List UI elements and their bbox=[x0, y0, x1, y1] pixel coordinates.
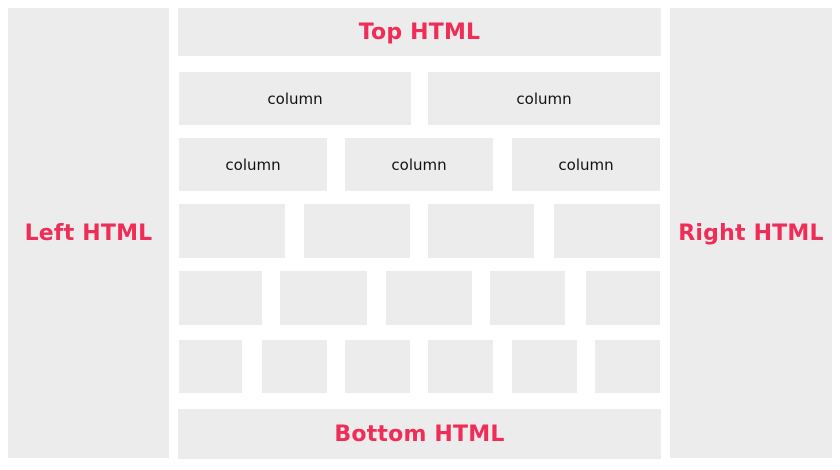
grid-cell: column bbox=[179, 138, 327, 191]
column-label: column bbox=[225, 155, 281, 174]
bottom-region: Bottom HTML bbox=[178, 409, 661, 459]
grid-cell bbox=[304, 204, 410, 258]
grid-cell bbox=[490, 271, 565, 325]
grid-cell bbox=[179, 204, 285, 258]
bottom-region-label: Bottom HTML bbox=[334, 421, 505, 447]
grid-cell bbox=[345, 340, 410, 393]
column-label: column bbox=[391, 155, 447, 174]
column-label: column bbox=[558, 155, 614, 174]
grid-cell bbox=[179, 340, 242, 393]
grid-cell bbox=[280, 271, 367, 325]
left-region-label: Left HTML bbox=[24, 220, 153, 246]
column-label: column bbox=[516, 89, 572, 108]
grid-cell bbox=[595, 340, 660, 393]
right-region: Right HTML bbox=[670, 8, 832, 458]
grid-cell bbox=[386, 271, 472, 325]
column-label: column bbox=[267, 89, 323, 108]
grid-cell bbox=[428, 340, 493, 393]
left-region: Left HTML bbox=[8, 8, 169, 458]
grid-cell bbox=[179, 271, 262, 325]
grid-cell: column bbox=[179, 72, 411, 125]
grid-cell bbox=[512, 340, 577, 393]
grid-cell bbox=[554, 204, 660, 258]
grid-cell bbox=[262, 340, 327, 393]
top-region: Top HTML bbox=[178, 8, 661, 56]
grid-cell: column bbox=[345, 138, 493, 191]
right-region-label: Right HTML bbox=[678, 220, 824, 246]
grid-cell bbox=[586, 271, 660, 325]
grid-cell: column bbox=[512, 138, 660, 191]
grid-cell: column bbox=[428, 72, 660, 125]
grid-cell bbox=[428, 204, 534, 258]
top-region-label: Top HTML bbox=[358, 19, 481, 45]
